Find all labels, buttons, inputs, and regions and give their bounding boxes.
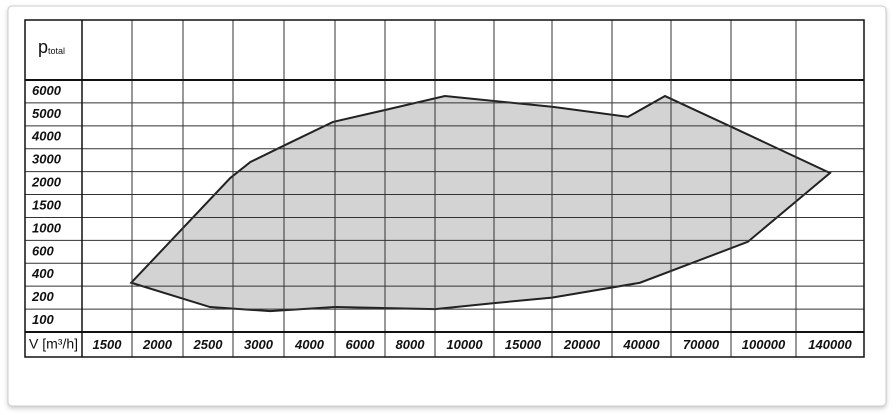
y-tick-label: 200: [31, 289, 54, 304]
frame: [24, 19, 865, 358]
x-tick-label: 3000: [244, 337, 274, 352]
y-tick-label: 100: [32, 312, 54, 327]
x-tick-label: 8000: [396, 337, 426, 352]
plot: 6000 5000 4000 3000 2000 1500 1000 600 400 200 100…: [24, 19, 865, 358]
x-tick-label: 6000: [346, 337, 376, 352]
x-tick-label: 2500: [193, 337, 224, 352]
x-tick-label: 1500: [93, 337, 123, 352]
x-tick-label: 2000: [142, 337, 173, 352]
y-tick-label: 6000: [32, 83, 62, 98]
y-tick-label: 5000: [32, 106, 62, 121]
x-tick-label: 4000: [294, 337, 325, 352]
area: [129, 94, 832, 313]
x-tick-label: 140000: [808, 337, 852, 352]
y-axis-label: ptotal: [38, 37, 65, 57]
y-label-sub: total: [48, 46, 65, 56]
y-tick-label: 400: [31, 266, 54, 281]
y-tick-label: 4000: [31, 129, 62, 144]
x-tick-label: 20000: [563, 337, 601, 352]
x-tick-label: 100000: [742, 337, 786, 352]
y-label-main: p: [38, 37, 48, 57]
x-tick-label: 15000: [505, 337, 542, 352]
y-tick-label: 2000: [31, 175, 62, 190]
x-axis-label: V [m³/h]: [29, 336, 78, 352]
x-tick-label: 40000: [622, 337, 660, 352]
x-tick-label: 70000: [683, 337, 720, 352]
y-tick-label: 600: [32, 243, 54, 258]
y-tick-label: 3000: [32, 152, 62, 167]
x-tick-label: 10000: [446, 337, 483, 352]
y-tick-label: 1000: [32, 220, 62, 235]
y-tick-label: 1500: [32, 197, 62, 212]
